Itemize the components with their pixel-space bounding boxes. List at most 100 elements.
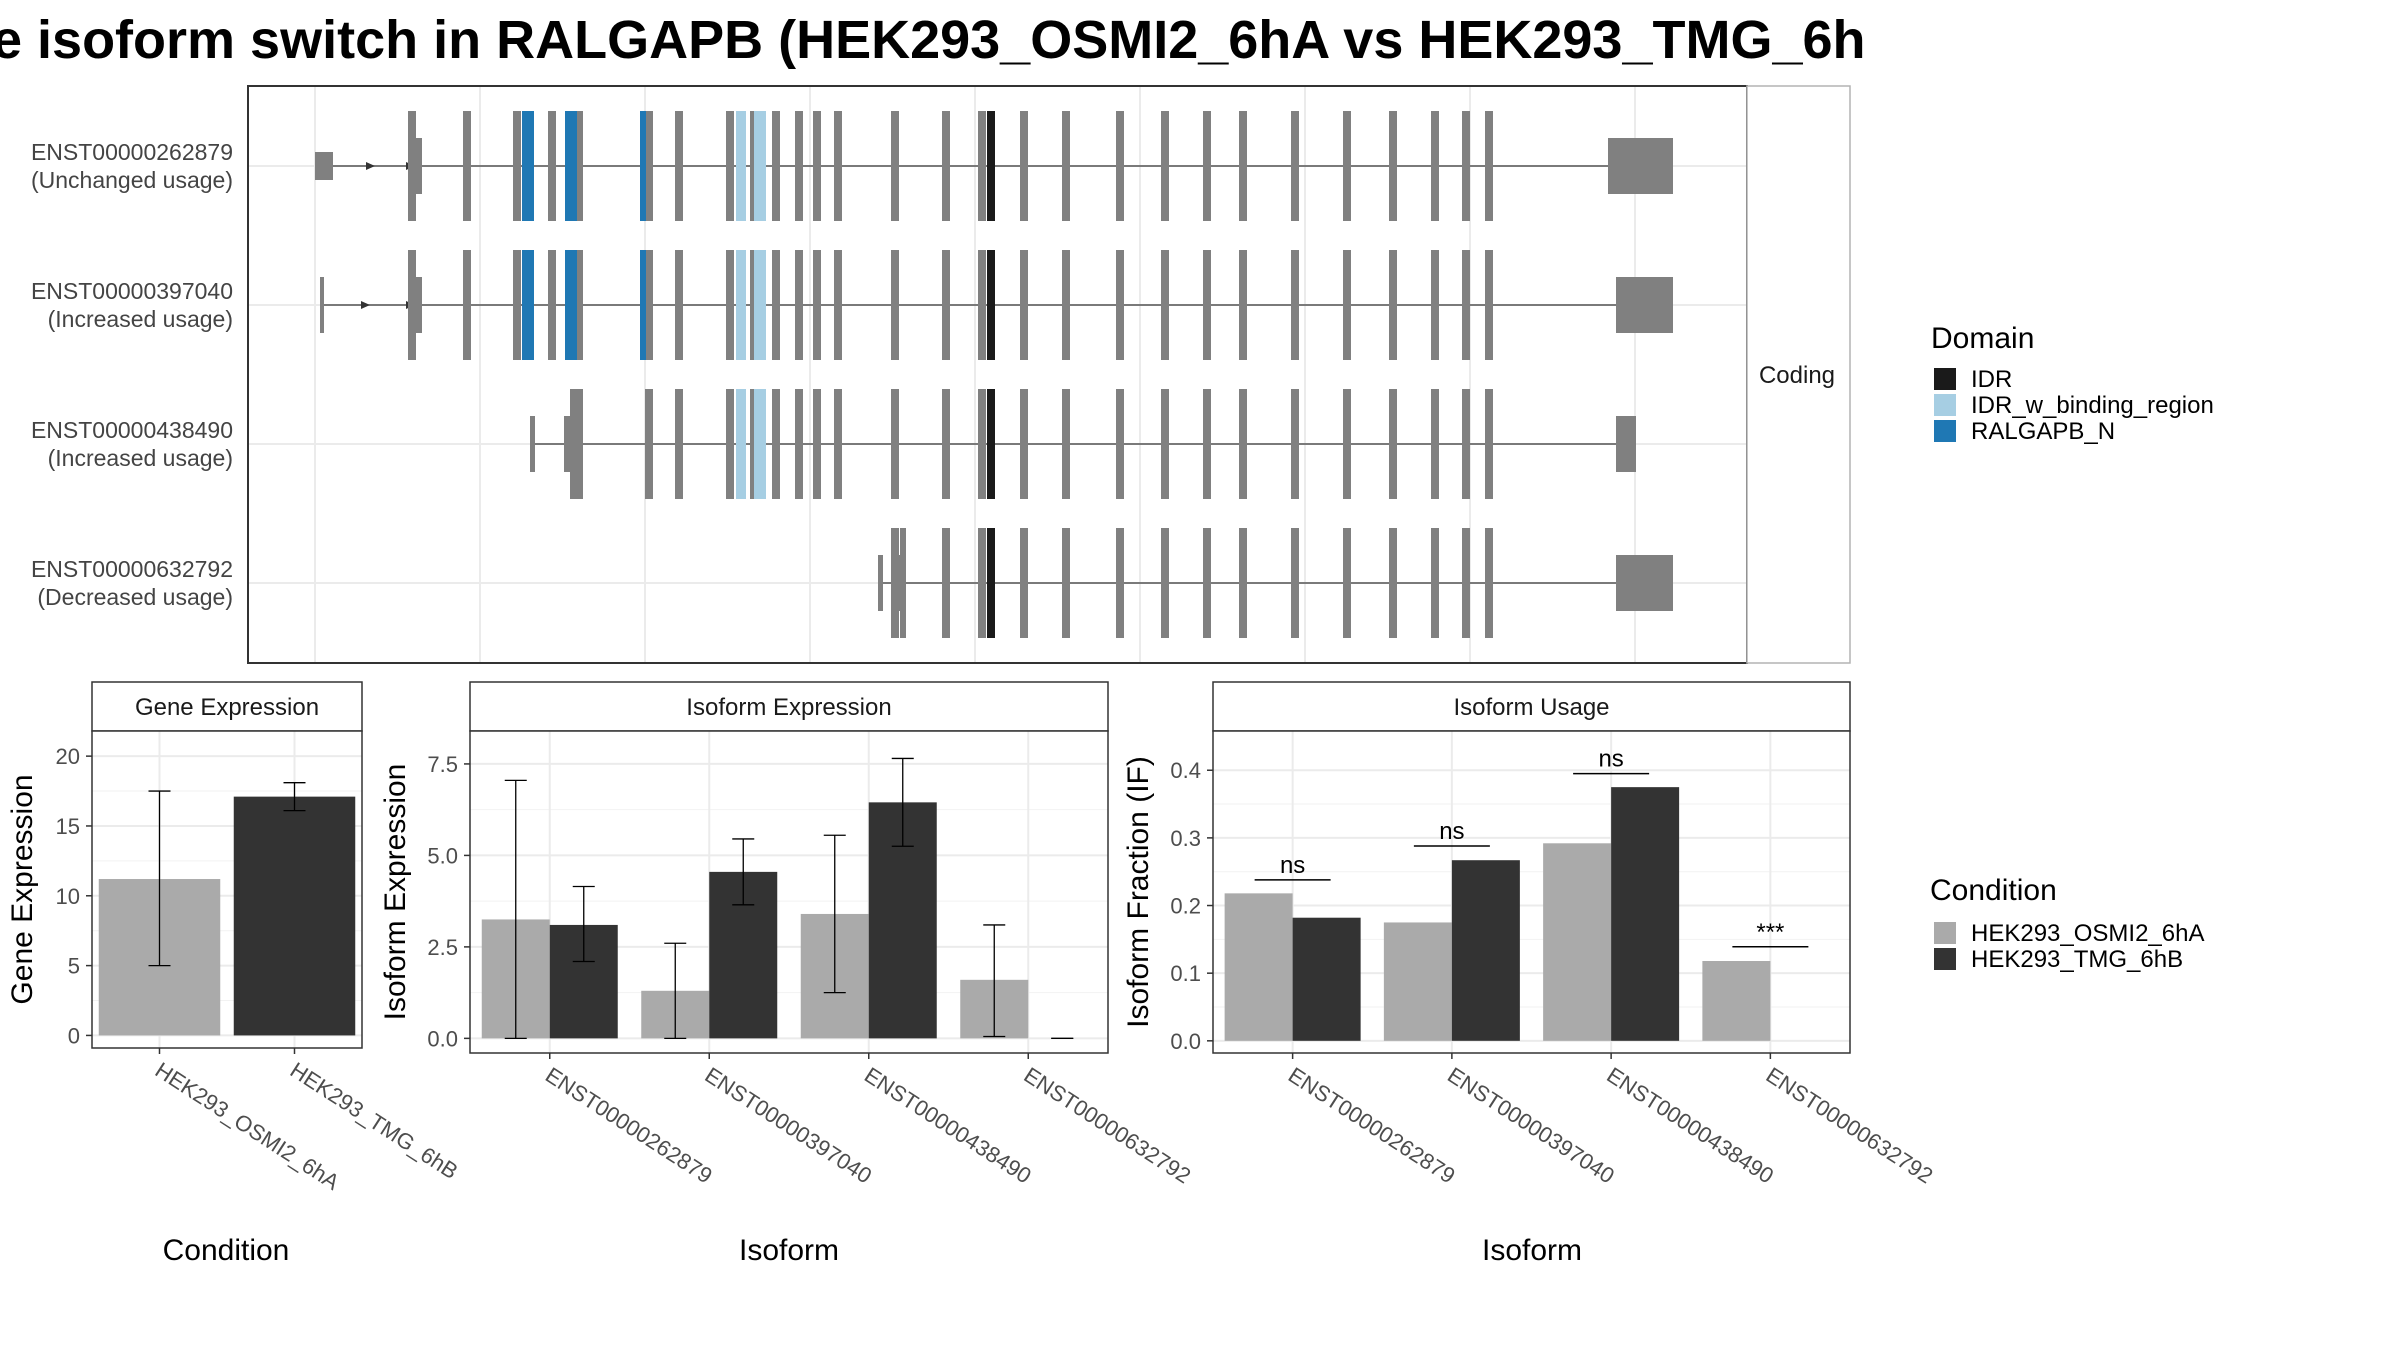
- x-tick-label: ENST00000438490: [1602, 1062, 1778, 1188]
- exon: [513, 111, 521, 221]
- legend-title: Condition: [1930, 874, 2057, 907]
- exon: [942, 389, 950, 499]
- exon: [1291, 389, 1299, 499]
- exon: [408, 250, 416, 360]
- y-axis-title: Isoform Expression: [379, 764, 412, 1021]
- exon: [772, 250, 780, 360]
- exon: [645, 111, 653, 221]
- y-tick-label: 10: [56, 884, 80, 909]
- exon: [564, 416, 572, 472]
- exon: [1020, 250, 1028, 360]
- exon: [675, 389, 683, 499]
- exon: [1116, 389, 1124, 499]
- domain-idr: [987, 111, 995, 221]
- exon: [1343, 250, 1351, 360]
- y-tick-label: 0.3: [1170, 826, 1201, 851]
- legend-item-label: HEK293_TMG_6hB: [1971, 946, 2183, 973]
- x-tick-label: ENST00000397040: [1443, 1062, 1619, 1188]
- exon: [891, 389, 899, 499]
- significance-label: ns: [1598, 746, 1623, 773]
- transcript-id-label: ENST00000438490: [31, 417, 233, 443]
- legend-title: Domain: [1931, 322, 2034, 355]
- strand-arrow: [366, 162, 375, 170]
- transcript-id-label: ENST00000632792: [31, 556, 233, 582]
- x-axis-title: Isoform: [739, 1234, 839, 1267]
- exon: [834, 111, 842, 221]
- exon: [1389, 389, 1397, 499]
- exon: [1239, 389, 1247, 499]
- exon: [1343, 111, 1351, 221]
- exon: [750, 250, 754, 360]
- domain-idr-binding: [736, 250, 746, 360]
- exon: [1062, 528, 1070, 638]
- strip-box: [1212, 681, 1851, 732]
- exon: [1239, 250, 1247, 360]
- isoform-expression-chart: Isoform Expression 0.0 2.5 5.0 7.5 ENST000002…: [379, 681, 1195, 1267]
- domain-idr: [987, 389, 995, 499]
- x-axis-title: Condition: [163, 1234, 290, 1267]
- exon: [1020, 111, 1028, 221]
- exon: [675, 250, 683, 360]
- exon: [1161, 250, 1169, 360]
- legend-key: [1934, 368, 1956, 390]
- y-axis-title: Gene Expression: [6, 774, 39, 1004]
- y-tick-label: 2.5: [427, 935, 458, 960]
- exon: [1431, 528, 1439, 638]
- exon: [1161, 111, 1169, 221]
- exon: [1431, 250, 1439, 360]
- significance-label: ***: [1756, 919, 1784, 946]
- y-tick-label: 15: [56, 814, 80, 839]
- exon: [1203, 111, 1211, 221]
- y-tick-label: 20: [56, 744, 80, 769]
- domain-idr: [987, 528, 995, 638]
- exon: [315, 152, 333, 180]
- panel-background: [248, 86, 1747, 663]
- exon: [726, 111, 734, 221]
- exon: [1485, 528, 1493, 638]
- exon: [1062, 111, 1070, 221]
- bar: [1702, 961, 1771, 1041]
- exon: [1462, 528, 1470, 638]
- transcript-usage-label: (Increased usage): [48, 306, 233, 332]
- exon: [575, 389, 583, 499]
- exon: [645, 389, 653, 499]
- exon: [1389, 250, 1397, 360]
- exon: [891, 111, 899, 221]
- transcript-usage-label: (Increased usage): [48, 445, 233, 471]
- exon: [900, 528, 906, 638]
- domain-ralgapb-n: [565, 250, 577, 360]
- exon: [414, 138, 422, 194]
- domain-ralgapb-n: [522, 111, 534, 221]
- exon: [1291, 250, 1299, 360]
- transcript-usage-label: (Decreased usage): [37, 584, 233, 610]
- legend-key: [1934, 420, 1956, 442]
- strip-label: Coding: [1759, 362, 1835, 389]
- legend-item-label: HEK293_OSMI2_6hA: [1971, 920, 2204, 947]
- exon: [575, 250, 583, 360]
- exon: [1462, 111, 1470, 221]
- bar: [1224, 893, 1293, 1041]
- exon: [1116, 250, 1124, 360]
- exon: [1239, 111, 1247, 221]
- exon: [675, 111, 683, 221]
- exon: [548, 111, 556, 221]
- exon: [414, 277, 422, 333]
- legend-key: [1934, 948, 1956, 970]
- exon: [1062, 389, 1070, 499]
- exon: [942, 528, 950, 638]
- exon: [1431, 389, 1439, 499]
- exon: [978, 528, 986, 638]
- bar: [1543, 843, 1612, 1041]
- y-tick-label: 0.2: [1170, 894, 1201, 919]
- exon: [891, 250, 899, 360]
- exon: [1203, 528, 1211, 638]
- x-tick-label: ENST00000438490: [860, 1062, 1036, 1188]
- exon: [813, 389, 821, 499]
- x-tick-label: ENST00000397040: [701, 1062, 877, 1188]
- domain-idr-binding: [754, 389, 766, 499]
- domain-ralgapb-n: [565, 111, 577, 221]
- panel-title: Isoform Expression: [686, 694, 891, 721]
